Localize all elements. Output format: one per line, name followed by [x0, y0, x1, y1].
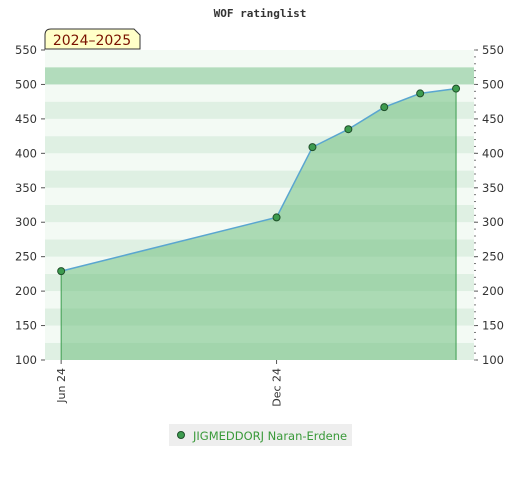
data-point: [452, 84, 461, 93]
data-point: [380, 103, 389, 112]
background-band: [45, 84, 474, 102]
y-tick-label-right: 350: [482, 181, 504, 195]
y-tick-label-left: 150: [15, 319, 37, 333]
data-point: [308, 143, 317, 152]
y-tick-label-right: 150: [482, 319, 504, 333]
season-label: 2024–2025: [53, 33, 131, 49]
area-layer: [60, 88, 457, 361]
y-tick-label-left: 350: [15, 181, 37, 195]
legend: JIGMEDDORJ Naran-Erdene: [169, 424, 352, 446]
y-tick-label-right: 400: [482, 146, 504, 160]
series-area: [61, 88, 457, 361]
y-tick-label-right: 550: [482, 43, 504, 57]
season-badge-box: [44, 28, 141, 50]
y-tick-label-left: 300: [15, 215, 37, 229]
y-tick-label-left: 550: [15, 43, 37, 57]
background-band: [45, 67, 474, 85]
y-tick-label-left: 200: [15, 284, 37, 298]
legend-series-name: JIGMEDDORJ Naran-Erdene: [192, 429, 347, 443]
x-tick-label: Jun 24: [55, 368, 68, 404]
data-marks: [57, 84, 461, 276]
legend-box: [169, 424, 352, 446]
data-point: [344, 125, 353, 134]
legend-marker: [177, 431, 185, 439]
data-point: [57, 267, 66, 276]
x-tick-label: Dec 24: [271, 368, 284, 407]
y-tick-label-left: 250: [15, 250, 37, 264]
y-tick-label-right: 100: [482, 353, 504, 367]
season-badge: 2024–2025: [44, 28, 141, 50]
background-band: [45, 101, 474, 119]
data-point: [272, 213, 281, 222]
y-tick-label-left: 450: [15, 112, 37, 126]
y-tick-label-right: 500: [482, 77, 504, 91]
y-tick-label-left: 400: [15, 146, 37, 160]
background-band: [45, 50, 474, 68]
y-tick-label-right: 200: [482, 284, 504, 298]
axes: 100 100 150 150 200 200 250 250 300 300 350 350 400 4…: [15, 43, 504, 407]
y-tick-label-left: 500: [15, 77, 37, 91]
y-tick-label-left: 100: [15, 353, 37, 367]
y-tick-label-right: 450: [482, 112, 504, 126]
y-tick-label-right: 250: [482, 250, 504, 264]
data-point: [416, 89, 425, 98]
chart-title: WOF ratinglist: [214, 7, 307, 20]
y-tick-label-right: 300: [482, 215, 504, 229]
